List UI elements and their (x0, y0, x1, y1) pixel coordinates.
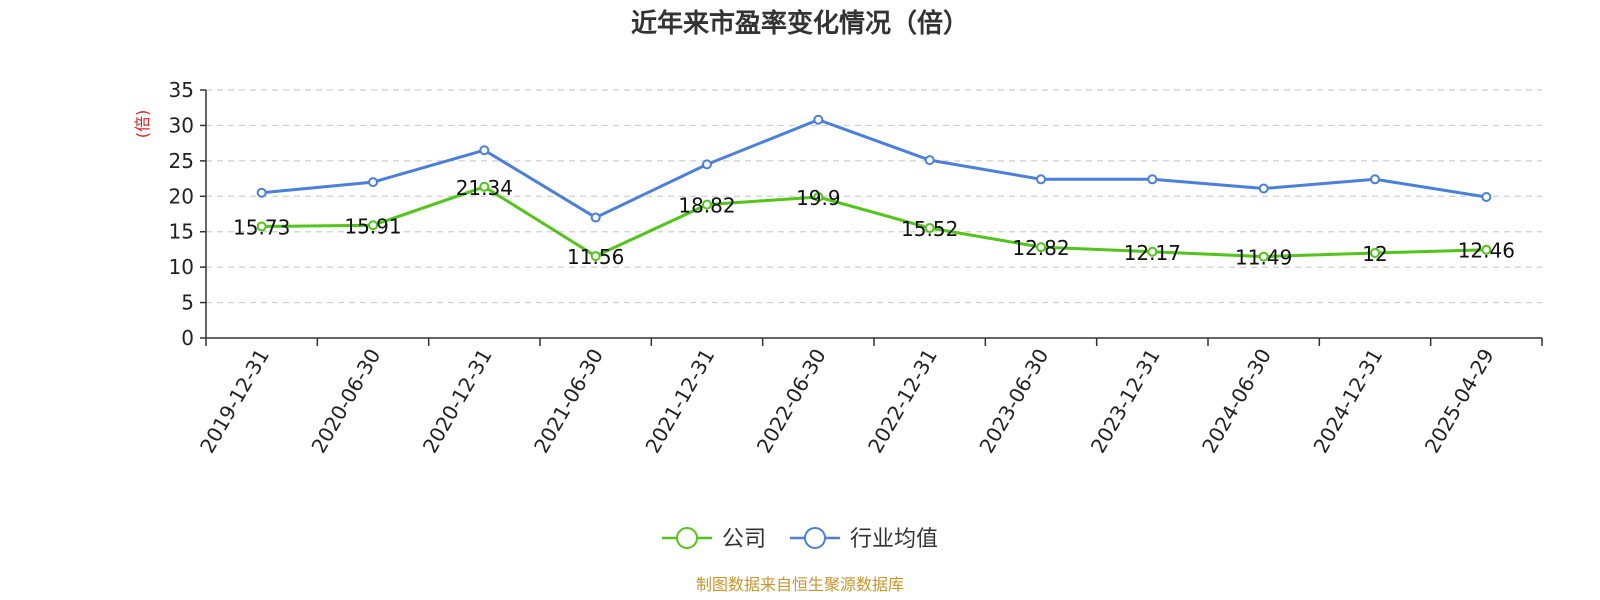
series-line-1 (261, 118, 1487, 220)
y-tick-label: 20 (169, 184, 194, 208)
data-label: 12 (1362, 242, 1387, 266)
x-tick-label: 2020-12-31 (418, 345, 497, 458)
data-label: 12.46 (1458, 239, 1515, 263)
legend-marker (676, 527, 698, 549)
data-point (924, 223, 935, 234)
data-point (368, 177, 378, 188)
data-point (590, 251, 601, 262)
data-label: 19.9 (796, 186, 841, 210)
y-tick-label: 30 (169, 113, 194, 137)
legend-marker (804, 527, 826, 549)
data-point (1370, 247, 1380, 258)
data-point (1147, 174, 1158, 185)
data-point (590, 212, 601, 223)
data-point (368, 220, 378, 231)
legend: 公司 行业均值 (662, 527, 938, 552)
y-tick-label: 25 (169, 149, 194, 173)
series-line-0 (261, 185, 1487, 259)
y-tick-label: 35 (169, 78, 194, 102)
data-label: 15.91 (344, 214, 401, 238)
legend-label: 公司 (722, 527, 766, 552)
x-tick-label: 2019-12-31 (195, 345, 274, 458)
data-point (702, 159, 712, 170)
data-labels: 15.73 15.91 21.34 11.56 18.82 19.9 15.52 12.82 1… (233, 176, 1515, 270)
data-point (479, 181, 490, 192)
legend-label: 行业均值 (850, 527, 938, 552)
x-tick-label: 2023-06-30 (974, 345, 1053, 458)
data-label: 21.34 (456, 176, 513, 200)
x-tick-label: 2024-12-31 (1308, 345, 1387, 458)
series-lines (256, 114, 1492, 262)
data-point (1481, 244, 1492, 255)
y-axis-label: (倍) (133, 110, 152, 139)
data-label: 12.17 (1124, 241, 1181, 265)
data-point (256, 187, 267, 198)
x-tick-label: 2024-06-30 (1197, 345, 1276, 458)
y-tick-label: 10 (169, 255, 194, 279)
data-point (813, 191, 824, 202)
data-label: 18.82 (678, 194, 735, 218)
source-note: 制图数据来自恒生聚源数据库 (696, 575, 904, 594)
x-tick-label: 2022-12-31 (863, 345, 942, 458)
data-point (813, 114, 824, 125)
data-point (479, 145, 490, 156)
y-tick-label: 0 (181, 326, 194, 350)
data-point (1481, 191, 1492, 202)
data-point (1147, 246, 1158, 257)
x-tick-label: 2020-06-30 (306, 345, 385, 458)
y-tick-label: 15 (169, 220, 194, 244)
data-point (924, 155, 935, 166)
grid-lines (206, 89, 1542, 304)
x-tick-label: 2021-06-30 (529, 345, 608, 458)
data-point (1036, 242, 1046, 253)
x-tick-label: 2022-06-30 (752, 345, 831, 458)
data-point (1258, 183, 1269, 194)
x-tick-label: 2025-04-29 (1420, 345, 1499, 458)
data-label: 12.82 (1012, 236, 1069, 260)
data-label: 15.52 (901, 217, 958, 241)
data-label: 11.49 (1235, 246, 1292, 270)
data-point (1258, 251, 1269, 262)
x-tick-label: 2021-12-31 (640, 345, 719, 458)
data-point (1036, 174, 1046, 185)
x-tick-label: 2023-12-31 (1086, 345, 1165, 458)
data-label: 11.56 (567, 245, 624, 269)
chart-title: 近年来市盈率变化情况（倍） (631, 8, 969, 39)
data-point (702, 199, 712, 210)
data-label: 15.73 (233, 216, 290, 240)
data-point (256, 221, 267, 232)
y-tick-label: 5 (181, 291, 194, 315)
data-point (1370, 174, 1380, 185)
